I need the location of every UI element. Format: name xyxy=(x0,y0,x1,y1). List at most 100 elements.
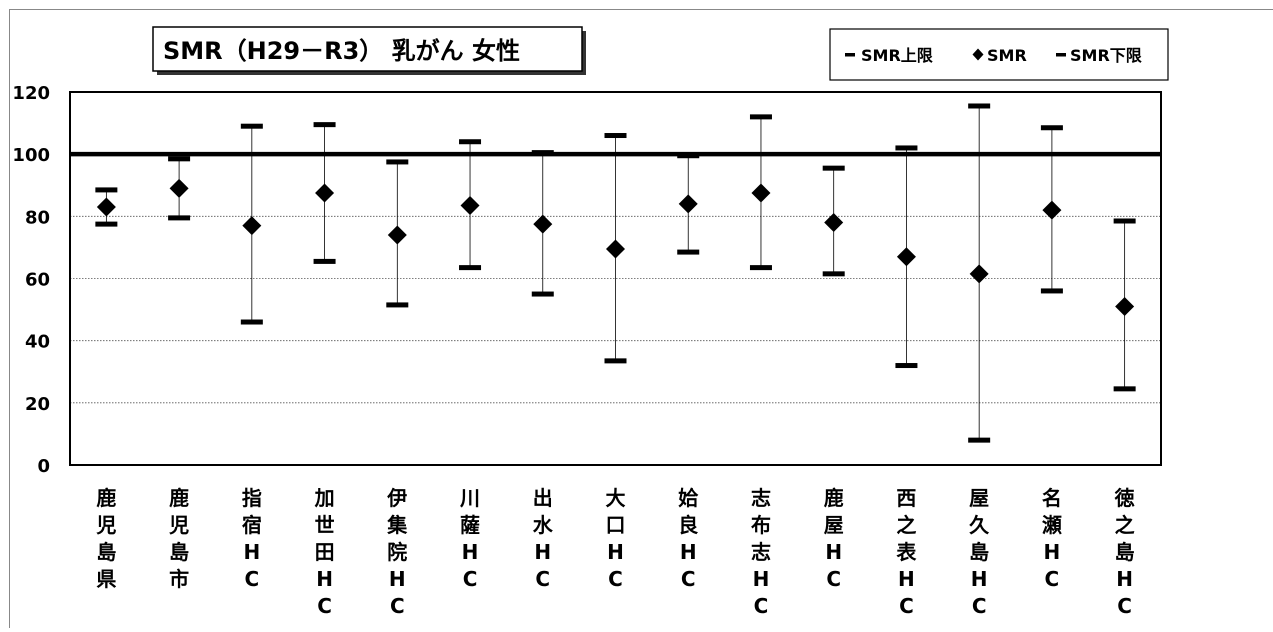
x-label-char: 田 xyxy=(315,540,335,564)
x-label-char: H xyxy=(1116,567,1133,591)
x-label-char: 島 xyxy=(1115,540,1135,564)
x-label-char: 鹿 xyxy=(169,486,189,510)
lower-limit-mark xyxy=(168,215,190,220)
title-box: SMR（H29－R3） 乳がん 女性 xyxy=(153,27,586,75)
upper-limit-mark xyxy=(168,156,190,161)
x-label-char: C xyxy=(1117,594,1132,618)
x-label-char: 名 xyxy=(1042,486,1062,510)
x-label-char: H xyxy=(753,567,770,591)
x-label-char: 世 xyxy=(315,513,335,537)
x-label-char: C xyxy=(972,594,987,618)
x-label-char: 屋 xyxy=(969,486,989,510)
x-label-char: C xyxy=(317,594,332,618)
lower-limit-mark xyxy=(750,265,772,270)
x-label-char: H xyxy=(316,567,333,591)
lower-limit-mark xyxy=(459,265,481,270)
lower-limit-mark xyxy=(895,363,917,368)
smr-point xyxy=(170,179,189,198)
x-label-char: H xyxy=(898,567,915,591)
x-label-char: 集 xyxy=(386,513,408,537)
x-label-char: C xyxy=(1045,567,1060,591)
upper-limit-mark xyxy=(1041,125,1063,130)
x-label-char: 鹿 xyxy=(824,486,844,510)
x-label-char: 児 xyxy=(95,513,116,537)
x-label-char: 加 xyxy=(314,486,335,510)
x-label-char: 志 xyxy=(751,540,771,564)
lower-limit-mark xyxy=(386,302,408,307)
y-tick-label: 40 xyxy=(25,332,50,353)
x-label-char: 徳 xyxy=(1114,486,1135,510)
y-tick-label: 120 xyxy=(12,83,50,104)
lower-limit-mark xyxy=(241,320,263,325)
smr-point xyxy=(824,213,843,232)
legend-label-upper: SMR上限 xyxy=(861,46,934,65)
x-label-char: 大 xyxy=(606,486,626,510)
smr-point xyxy=(1115,297,1134,316)
x-label-char: 表 xyxy=(896,540,917,564)
lower-limit-mark xyxy=(823,271,845,276)
x-label-char: C xyxy=(244,567,259,591)
y-tick-label: 0 xyxy=(37,456,50,477)
x-label-char: H xyxy=(243,540,260,564)
x-label-char: C xyxy=(754,594,769,618)
smr-point xyxy=(606,239,625,258)
lower-limit-mark xyxy=(95,222,117,227)
x-label-char: C xyxy=(899,594,914,618)
smr-point xyxy=(679,194,698,213)
x-label-char: H xyxy=(1044,540,1061,564)
legend-dash-icon xyxy=(1056,53,1066,57)
x-label-char: H xyxy=(462,540,479,564)
upper-limit-mark xyxy=(823,166,845,171)
x-label-char: C xyxy=(463,567,478,591)
lower-limit-mark xyxy=(1041,288,1063,293)
lower-limit-mark xyxy=(532,292,554,297)
x-label-char: C xyxy=(390,594,405,618)
x-label-char: 川 xyxy=(459,486,480,510)
upper-limit-mark xyxy=(386,159,408,164)
smr-point xyxy=(751,184,770,203)
smr-point xyxy=(970,264,989,283)
x-label-char: 指 xyxy=(242,486,262,510)
x-label-char: H xyxy=(971,567,988,591)
upper-limit-mark xyxy=(459,139,481,144)
x-label-char: 布 xyxy=(751,513,771,537)
smr-point xyxy=(315,184,334,203)
x-label-char: 之 xyxy=(896,513,916,537)
x-label-char: H xyxy=(389,567,406,591)
x-label-char: C xyxy=(681,567,696,591)
smr-point xyxy=(1042,201,1061,220)
x-label-char: C xyxy=(826,567,841,591)
x-label-char: 宿 xyxy=(242,513,262,537)
upper-limit-mark xyxy=(1114,218,1136,223)
smr-point xyxy=(461,196,480,215)
x-label-char: 市 xyxy=(169,567,189,591)
legend-dash-icon xyxy=(845,53,855,57)
x-label-char: H xyxy=(825,540,842,564)
x-label-char: 良 xyxy=(678,513,698,537)
x-label-char: 児 xyxy=(168,513,189,537)
x-label-char: 久 xyxy=(969,513,990,537)
smr-point xyxy=(897,247,916,266)
x-label-char: 島 xyxy=(169,540,189,564)
upper-limit-mark xyxy=(968,103,990,108)
x-label-char: 西 xyxy=(896,486,916,510)
y-tick-label: 60 xyxy=(25,270,50,291)
lower-limit-mark xyxy=(968,438,990,443)
y-tick-label: 20 xyxy=(25,394,50,415)
upper-limit-mark xyxy=(605,133,627,138)
smr-point xyxy=(388,225,407,244)
x-label-char: 出 xyxy=(533,486,553,510)
x-label-char: 薩 xyxy=(460,513,480,537)
upper-limit-mark xyxy=(750,114,772,119)
y-tick-label: 100 xyxy=(12,145,50,166)
